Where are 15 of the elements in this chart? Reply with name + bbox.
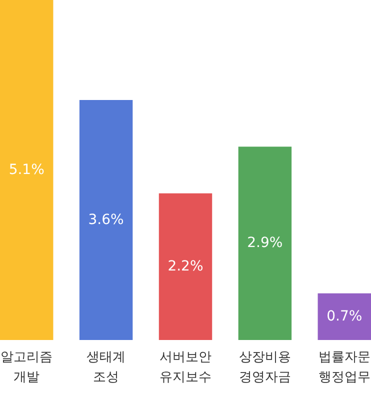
data-label: 3.6% [88, 212, 124, 228]
x-tick-label: 상장비용 경영자금 [238, 350, 291, 385]
data-label: 2.2% [168, 258, 204, 274]
x-tick-label: 생태계 조성 [86, 350, 126, 385]
x-tick-label: 법률자문 행정업무 [318, 350, 370, 385]
x-tick-label: 알고리즘 개발 [0, 350, 53, 385]
x-tick-label: 서버보안 유지보수 [160, 350, 212, 385]
bar [79, 100, 133, 340]
data-label: 5.1% [8, 162, 44, 178]
bar [0, 0, 54, 340]
bar [238, 146, 292, 340]
bar [318, 293, 371, 340]
data-label: 0.7% [326, 308, 362, 324]
bar [158, 193, 212, 340]
data-label: 2.9% [247, 235, 283, 252]
